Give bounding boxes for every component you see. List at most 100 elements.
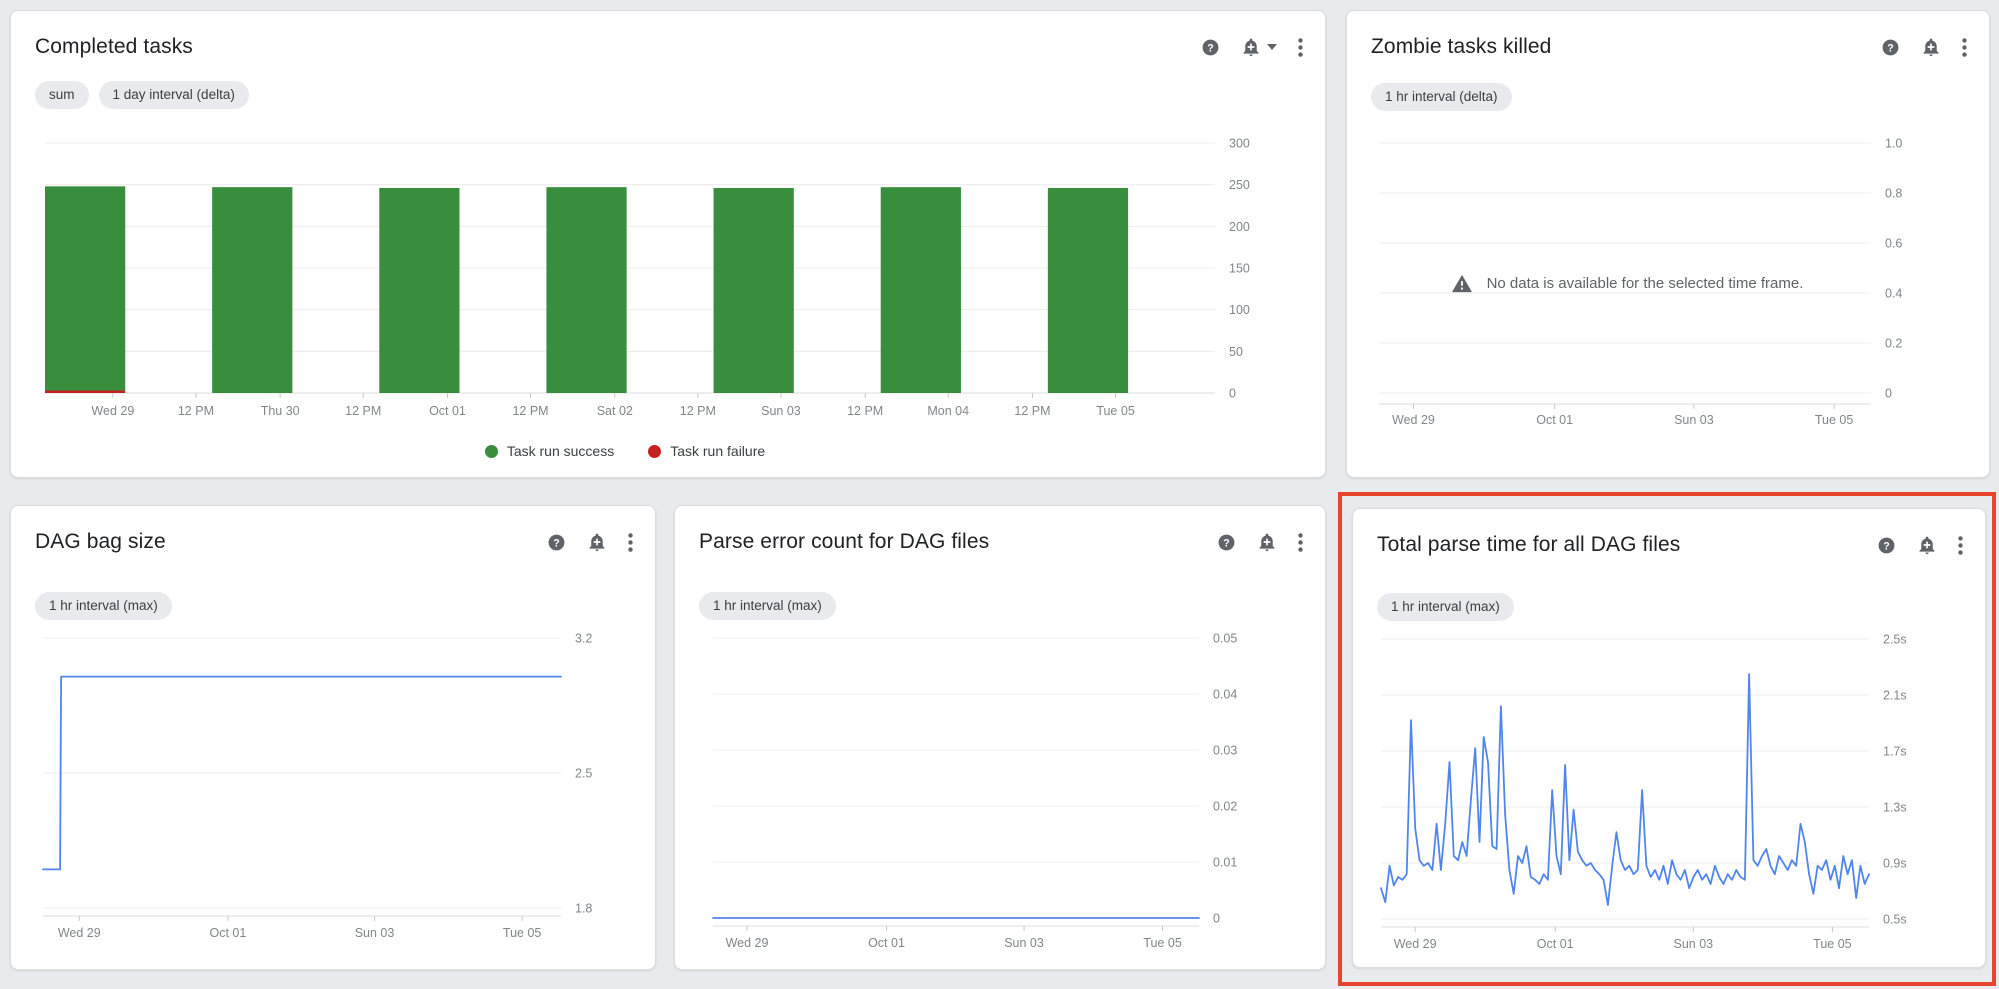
add-alert-icon[interactable] <box>587 532 607 552</box>
svg-text:12 PM: 12 PM <box>178 404 214 418</box>
add-alert-icon[interactable] <box>1917 535 1937 555</box>
svg-text:Oct 01: Oct 01 <box>1537 937 1574 951</box>
svg-text:?: ? <box>1223 537 1230 549</box>
chart-legend: Task run success Task run failure <box>35 443 1215 459</box>
card-title: Total parse time for all DAG files <box>1377 533 1681 556</box>
chip-interval: 1 day interval (delta) <box>98 81 249 109</box>
svg-text:Sun 03: Sun 03 <box>1674 413 1714 427</box>
card-title: DAG bag size <box>35 530 166 553</box>
svg-text:Sun 03: Sun 03 <box>761 404 801 418</box>
chip-interval: 1 hr interval (max) <box>35 592 172 620</box>
svg-text:Wed 29: Wed 29 <box>726 936 769 950</box>
svg-text:0.03: 0.03 <box>1213 744 1237 758</box>
svg-text:0.8: 0.8 <box>1885 187 1902 201</box>
help-icon[interactable]: ? <box>547 533 566 552</box>
svg-text:0.01: 0.01 <box>1213 856 1237 870</box>
svg-text:1.0: 1.0 <box>1885 137 1902 151</box>
more-vert-icon[interactable] <box>1298 37 1303 57</box>
svg-text:12 PM: 12 PM <box>345 404 381 418</box>
svg-text:1.3s: 1.3s <box>1883 801 1907 815</box>
svg-text:300: 300 <box>1229 137 1250 151</box>
legend-dot-failure <box>648 444 662 458</box>
svg-text:Sun 03: Sun 03 <box>1674 937 1714 951</box>
help-icon[interactable]: ? <box>1201 38 1220 57</box>
svg-text:Wed 29: Wed 29 <box>1394 937 1437 951</box>
svg-text:Oct 01: Oct 01 <box>429 404 466 418</box>
svg-text:Wed 29: Wed 29 <box>91 404 134 418</box>
svg-text:1.8: 1.8 <box>575 902 592 916</box>
svg-text:2.1s: 2.1s <box>1883 689 1907 703</box>
svg-text:150: 150 <box>1229 262 1250 276</box>
legend-item-failure[interactable]: Task run failure <box>648 443 765 459</box>
add-alert-icon[interactable] <box>1921 37 1941 57</box>
svg-text:Sun 03: Sun 03 <box>1004 936 1044 950</box>
warning-icon <box>1451 274 1472 293</box>
line-chart-zombie-tasks[interactable]: 1.0 0.8 0.6 0.4 0.2 0 Wed 29 Oct 01 Sun 03 Tue 05 <box>1371 127 1967 444</box>
svg-text:12 PM: 12 PM <box>847 404 883 418</box>
svg-text:Mon 04: Mon 04 <box>927 404 969 418</box>
dropdown-caret-icon <box>1267 44 1277 50</box>
svg-text:0.6: 0.6 <box>1885 237 1902 251</box>
svg-text:0.2: 0.2 <box>1885 337 1902 351</box>
svg-text:0.9s: 0.9s <box>1883 857 1907 871</box>
help-icon[interactable]: ? <box>1881 38 1900 57</box>
svg-text:Sun 03: Sun 03 <box>355 926 395 940</box>
svg-text:2.5: 2.5 <box>575 767 592 781</box>
card-zombie-tasks-killed: Zombie tasks killed ? 1 hr interval (del… <box>1346 10 1990 478</box>
more-vert-icon[interactable] <box>1298 532 1303 552</box>
svg-text:Wed 29: Wed 29 <box>1392 413 1435 427</box>
more-vert-icon[interactable] <box>628 532 633 552</box>
svg-text:Tue 05: Tue 05 <box>503 926 542 940</box>
svg-text:12 PM: 12 PM <box>680 404 716 418</box>
svg-text:Wed 29: Wed 29 <box>58 926 101 940</box>
line-chart-dag-bag-size[interactable]: 3.2 2.5 1.8 Wed 29 Oct 01 Sun 03 Tue 05 <box>35 624 633 951</box>
svg-text:Oct 01: Oct 01 <box>1536 413 1573 427</box>
svg-text:Sat 02: Sat 02 <box>597 404 633 418</box>
selection-highlight-border: Total parse time for all DAG files ? 1 h… <box>1338 492 1996 986</box>
svg-text:250: 250 <box>1229 178 1250 192</box>
card-completed-tasks: Completed tasks ? sum 1 day interval (de… <box>10 10 1326 478</box>
svg-text:0.04: 0.04 <box>1213 688 1237 702</box>
svg-text:Tue 05: Tue 05 <box>1143 936 1182 950</box>
svg-text:12 PM: 12 PM <box>1014 404 1050 418</box>
svg-text:0: 0 <box>1229 387 1236 401</box>
chip-interval: 1 hr interval (max) <box>699 592 836 620</box>
svg-text:?: ? <box>1207 42 1214 54</box>
more-vert-icon[interactable] <box>1962 37 1967 57</box>
bar-chart-completed-tasks[interactable]: 300 250 200 150 100 50 0 Wed 29 12 PM Thu 30 12 PM… <box>35 127 1303 444</box>
card-title: Zombie tasks killed <box>1371 35 1552 58</box>
card-dag-bag-size: DAG bag size ? 1 hr interval (max) 3.2 2.… <box>10 505 656 970</box>
card-title: Completed tasks <box>35 35 193 58</box>
svg-text:?: ? <box>553 537 560 549</box>
line-chart-parse-error-count[interactable]: 0.05 0.04 0.03 0.02 0.01 0 Wed 29 Oct 01 Sun 03 T… <box>699 624 1303 957</box>
card-title: Parse error count for DAG files <box>699 530 990 553</box>
card-parse-error-count: Parse error count for DAG files ? 1 hr i… <box>674 505 1326 970</box>
svg-text:0: 0 <box>1885 387 1892 401</box>
help-icon[interactable]: ? <box>1217 533 1236 552</box>
more-vert-icon[interactable] <box>1958 535 1963 555</box>
no-data-message: No data is available for the selected ti… <box>1407 273 1847 293</box>
svg-text:Tue 05: Tue 05 <box>1815 413 1854 427</box>
card-total-parse-time: Total parse time for all DAG files ? 1 h… <box>1352 508 1986 968</box>
svg-text:1.7s: 1.7s <box>1883 745 1907 759</box>
help-icon[interactable]: ? <box>1877 536 1896 555</box>
add-alert-icon[interactable] <box>1241 37 1277 57</box>
svg-text:0.4: 0.4 <box>1885 287 1902 301</box>
legend-item-success[interactable]: Task run success <box>484 443 614 459</box>
svg-text:100: 100 <box>1229 303 1250 317</box>
line-chart-total-parse-time[interactable]: 2.5s 2.1s 1.7s 1.3s 0.9s 0.5s Wed 29 Oct 01 Sun … <box>1377 625 1963 958</box>
svg-text:Tue 05: Tue 05 <box>1813 937 1852 951</box>
svg-text:200: 200 <box>1229 220 1250 234</box>
svg-text:Oct 01: Oct 01 <box>210 926 247 940</box>
chip-interval: 1 hr interval (max) <box>1377 593 1514 621</box>
svg-text:0: 0 <box>1213 912 1220 926</box>
chip-interval: 1 hr interval (delta) <box>1371 83 1512 111</box>
svg-text:Tue 05: Tue 05 <box>1096 404 1135 418</box>
svg-text:12 PM: 12 PM <box>512 404 548 418</box>
svg-text:2.5s: 2.5s <box>1883 633 1907 647</box>
svg-text:?: ? <box>1887 42 1894 54</box>
svg-text:?: ? <box>1883 540 1890 552</box>
add-alert-icon[interactable] <box>1257 532 1277 552</box>
svg-text:Oct 01: Oct 01 <box>868 936 905 950</box>
